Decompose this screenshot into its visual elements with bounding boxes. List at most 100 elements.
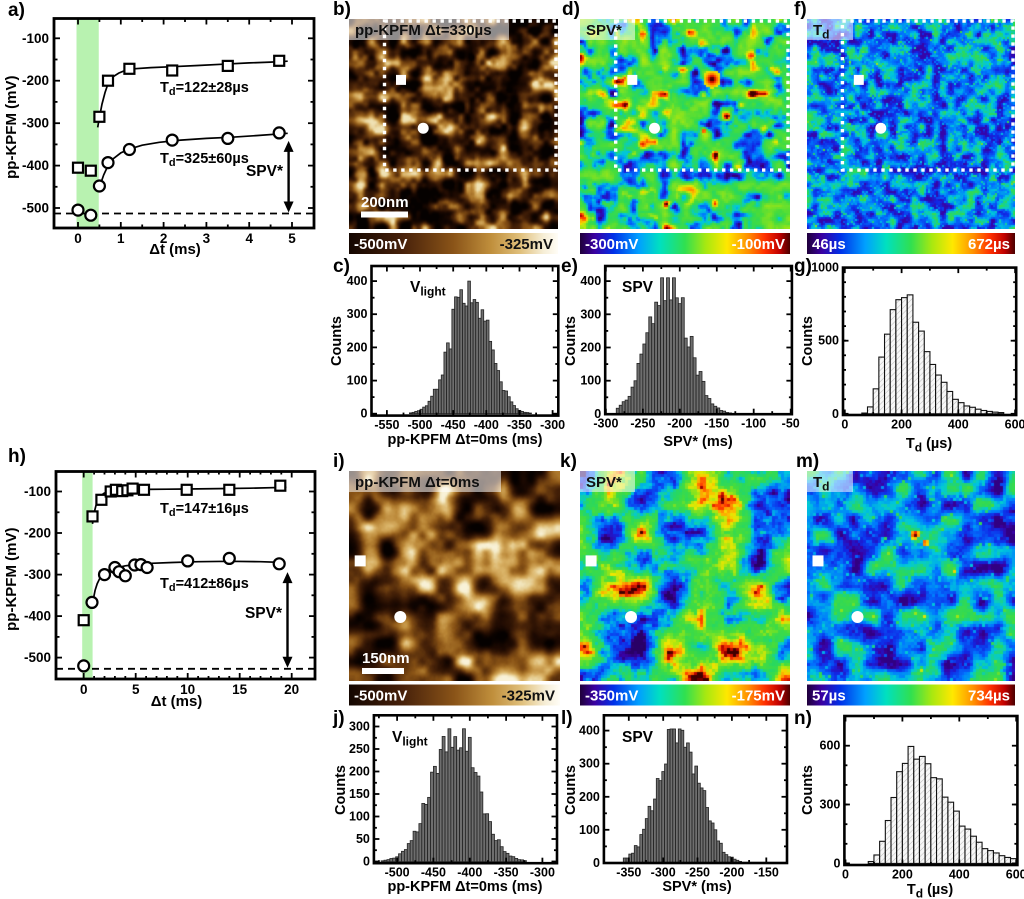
svg-text:-500: -500 [24, 650, 51, 665]
svg-text:e): e) [561, 256, 578, 277]
svg-text:300: 300 [349, 720, 370, 734]
svg-text:-300: -300 [651, 866, 676, 880]
svg-text:-550: -550 [374, 418, 399, 432]
svg-text:200: 200 [580, 341, 601, 355]
svg-text:Counts: Counts [563, 765, 579, 815]
svg-text:100: 100 [347, 374, 368, 388]
svg-text:Td: Td [813, 22, 830, 42]
svg-text:300: 300 [820, 798, 841, 812]
svg-text:Td=147±16µs: Td=147±16µs [160, 501, 249, 519]
svg-text:-450: -450 [421, 866, 446, 880]
svg-text:-175mV: -175mV [732, 688, 785, 705]
svg-text:Counts: Counts [800, 316, 816, 366]
svg-text:200: 200 [349, 765, 370, 779]
svg-text:0: 0 [363, 855, 370, 869]
svg-text:g): g) [794, 256, 812, 277]
svg-text:20: 20 [284, 682, 299, 697]
svg-text:734µs: 734µs [968, 688, 1010, 705]
svg-text:-200: -200 [24, 526, 51, 541]
svg-text:-300: -300 [530, 866, 555, 880]
svg-text:f): f) [794, 0, 807, 20]
svg-text:46µs: 46µs [812, 236, 846, 253]
svg-text:pp-KPFM Δt=0ms: pp-KPFM Δt=0ms [355, 474, 480, 491]
svg-text:k): k) [560, 451, 577, 472]
svg-text:-50: -50 [782, 417, 800, 431]
svg-text:-325mV: -325mV [502, 688, 555, 705]
svg-text:0: 0 [832, 407, 839, 421]
svg-text:0: 0 [80, 682, 88, 697]
svg-text:SPV*: SPV* [586, 22, 622, 39]
svg-text:200: 200 [892, 868, 913, 882]
svg-text:5: 5 [132, 682, 140, 697]
svg-text:-300mV: -300mV [585, 236, 638, 253]
svg-text:Vlight: Vlight [410, 279, 446, 299]
svg-text:SPV*: SPV* [245, 605, 283, 622]
svg-text:-350: -350 [616, 866, 641, 880]
svg-text:0: 0 [594, 407, 601, 421]
svg-text:-300: -300 [540, 418, 565, 432]
svg-text:200nm: 200nm [361, 194, 409, 211]
svg-text:-400: -400 [457, 866, 482, 880]
svg-text:SPV* (ms): SPV* (ms) [662, 879, 731, 895]
svg-text:Td (µs): Td (µs) [907, 882, 953, 899]
svg-text:400: 400 [347, 274, 368, 288]
svg-text:n): n) [794, 708, 812, 729]
svg-text:1: 1 [117, 231, 125, 246]
svg-text:-200: -200 [667, 417, 692, 431]
svg-text:SPV: SPV [622, 729, 654, 746]
svg-text:100: 100 [349, 810, 370, 824]
svg-text:500: 500 [818, 334, 839, 348]
svg-text:-100: -100 [741, 417, 766, 431]
svg-text:Counts: Counts [800, 765, 816, 815]
svg-text:10: 10 [180, 682, 195, 697]
svg-text:a): a) [8, 0, 25, 21]
svg-text:15: 15 [232, 682, 248, 697]
svg-text:-350mV: -350mV [585, 688, 638, 705]
svg-text:-200: -200 [719, 866, 744, 880]
svg-text:Td: Td [813, 474, 830, 494]
svg-text:Δt (ms): Δt (ms) [151, 693, 203, 710]
svg-text:-300: -300 [593, 417, 618, 431]
svg-text:250: 250 [349, 742, 370, 756]
svg-text:Td (µs): Td (µs) [906, 436, 952, 455]
svg-text:400: 400 [579, 724, 600, 738]
svg-text:0: 0 [841, 418, 848, 432]
svg-text:100: 100 [580, 374, 601, 388]
svg-text:0: 0 [361, 407, 368, 421]
svg-text:400: 400 [948, 418, 969, 432]
svg-text:0: 0 [74, 231, 82, 246]
svg-text:5: 5 [288, 231, 296, 246]
svg-text:57µs: 57µs [812, 688, 846, 705]
svg-text:-100: -100 [22, 31, 49, 46]
svg-text:m): m) [796, 451, 819, 472]
svg-text:c): c) [333, 256, 350, 277]
svg-text:300: 300 [347, 307, 368, 321]
svg-text:Counts: Counts [563, 316, 579, 366]
svg-text:400: 400 [580, 274, 601, 288]
svg-text:pp-KPFM (mV): pp-KPFM (mV) [3, 528, 20, 631]
svg-text:j): j) [332, 708, 345, 729]
svg-text:-350: -350 [494, 866, 519, 880]
svg-text:pp-KPFM (mV): pp-KPFM (mV) [3, 76, 20, 179]
svg-text:-450: -450 [441, 418, 466, 432]
svg-text:-500: -500 [385, 866, 410, 880]
svg-text:-300: -300 [22, 116, 49, 131]
svg-text:SPV*: SPV* [586, 474, 622, 491]
svg-text:-400: -400 [24, 609, 51, 624]
svg-text:400: 400 [949, 868, 970, 882]
svg-text:-400: -400 [22, 158, 49, 173]
svg-text:pp-KPFM Δt=0ms (ms): pp-KPFM Δt=0ms (ms) [387, 432, 542, 448]
svg-text:Vlight: Vlight [392, 729, 428, 749]
svg-text:2: 2 [160, 231, 168, 246]
svg-text:l): l) [561, 708, 573, 729]
svg-text:150nm: 150nm [362, 650, 410, 667]
svg-text:h): h) [8, 446, 26, 467]
svg-text:-250: -250 [685, 866, 710, 880]
svg-text:SPV: SPV [622, 279, 654, 296]
svg-text:-400: -400 [474, 418, 499, 432]
svg-text:0: 0 [833, 856, 840, 870]
svg-text:d): d) [562, 0, 580, 20]
svg-text:-150: -150 [754, 866, 779, 880]
svg-text:b): b) [333, 0, 351, 20]
svg-text:0: 0 [593, 856, 600, 870]
